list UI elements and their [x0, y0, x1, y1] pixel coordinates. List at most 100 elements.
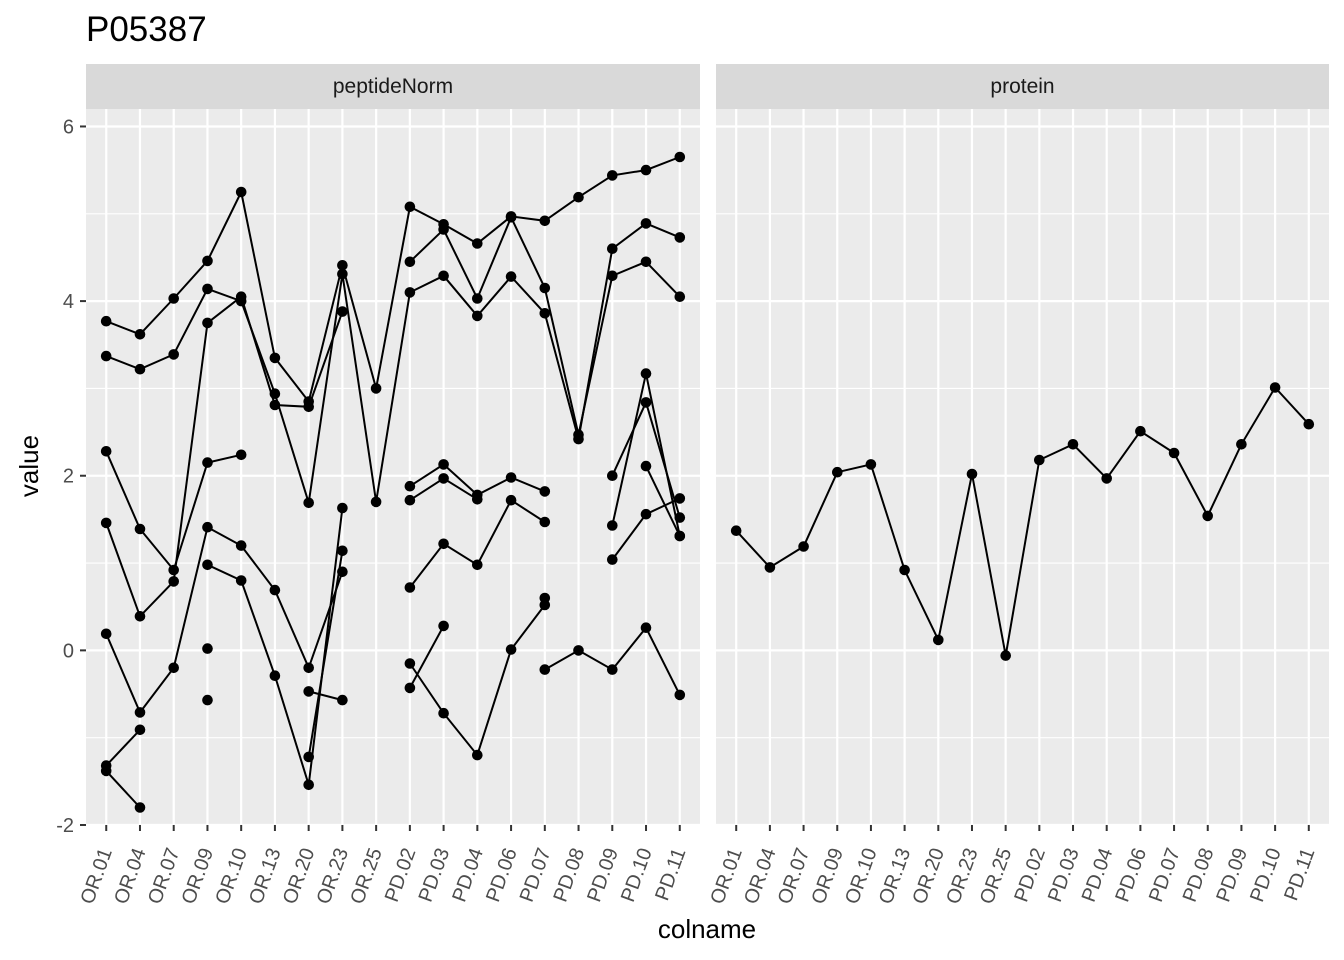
facet-strip: [716, 64, 1329, 109]
data-point: [640, 460, 652, 472]
data-point: [269, 584, 281, 596]
data-point: [134, 611, 146, 622]
data-point: [539, 516, 551, 528]
data-point: [472, 310, 483, 322]
data-point: [202, 521, 213, 533]
data-point: [202, 457, 213, 468]
series-line: [105, 295, 344, 619]
data-point: [235, 575, 247, 586]
data-point: [1303, 418, 1315, 430]
data-point: [472, 559, 483, 571]
data-point: [674, 232, 686, 243]
data-point: [640, 218, 652, 229]
series-line: [308, 690, 343, 702]
data-point: [640, 508, 652, 520]
data-point: [100, 765, 112, 777]
data-point: [202, 694, 213, 706]
data-point: [303, 497, 315, 509]
data-point: [472, 293, 483, 304]
data-point: [404, 201, 416, 213]
data-point: [269, 352, 281, 364]
data-point: [438, 459, 449, 470]
data-point: [303, 779, 315, 791]
y-tick-label: 4: [63, 291, 74, 313]
data-point: [438, 224, 449, 235]
data-point: [573, 645, 584, 656]
y-tick-label: 0: [63, 640, 74, 662]
data-point: [303, 662, 315, 674]
data-point: [337, 268, 348, 280]
data-point: [100, 628, 112, 640]
data-point: [370, 383, 382, 394]
data-point: [674, 151, 686, 163]
y-axis-title: value: [14, 435, 44, 497]
data-point: [640, 397, 652, 408]
panel-background: [86, 109, 700, 825]
data-point: [168, 349, 179, 360]
data-point: [472, 238, 483, 249]
data-point: [438, 270, 449, 282]
data-point: [539, 215, 551, 227]
data-point: [730, 525, 742, 536]
data-point: [505, 494, 517, 506]
data-point: [674, 530, 686, 542]
data-point: [438, 473, 449, 484]
data-point: [933, 634, 944, 646]
y-tick-label: 2: [63, 466, 74, 488]
data-point: [607, 270, 618, 282]
data-point: [472, 494, 483, 505]
data-point: [100, 517, 112, 529]
data-point: [472, 749, 483, 761]
data-point: [899, 564, 910, 576]
data-point: [235, 186, 247, 198]
facet-strip-label: protein: [990, 75, 1054, 98]
data-point: [337, 502, 348, 514]
data-point: [607, 554, 618, 565]
data-point: [573, 191, 584, 203]
data-point: [269, 670, 281, 681]
data-point: [404, 494, 416, 506]
data-point: [269, 399, 281, 411]
data-point: [100, 446, 112, 457]
data-point: [404, 682, 416, 694]
data-point: [607, 170, 618, 181]
data-point: [202, 283, 213, 295]
data-point: [438, 538, 449, 550]
data-point: [1269, 382, 1281, 393]
data-point: [798, 541, 809, 552]
data-point: [337, 694, 348, 706]
x-tick-label: PD.11: [1280, 845, 1319, 903]
data-point: [404, 582, 416, 593]
data-point: [640, 368, 652, 379]
data-point: [404, 658, 416, 669]
data-point: [505, 212, 517, 223]
plot-layer: peptideNormOR.01OR.04OR.07OR.09OR.10OR.1…: [56, 64, 1329, 907]
data-point: [134, 363, 146, 375]
series-line: [735, 385, 1310, 656]
data-point: [539, 592, 551, 604]
data-point: [303, 401, 315, 413]
data-point: [832, 466, 843, 478]
data-point: [134, 802, 146, 813]
data-point: [202, 559, 213, 571]
data-point: [337, 306, 348, 317]
data-point: [607, 470, 618, 482]
data-point: [505, 472, 517, 483]
data-point: [202, 255, 213, 267]
data-point: [202, 317, 213, 329]
data-point: [370, 496, 382, 508]
data-point: [607, 520, 618, 531]
data-point: [1236, 439, 1247, 450]
series-line: [105, 156, 681, 404]
data-point: [1101, 473, 1112, 484]
data-point: [168, 662, 179, 674]
series-line: [409, 625, 445, 689]
data-point: [404, 287, 416, 298]
y-tick-label: -2: [56, 815, 74, 837]
data-point: [235, 540, 247, 551]
x-axis-title: colname: [658, 914, 756, 944]
data-point: [674, 493, 686, 504]
data-point: [966, 468, 978, 480]
data-point: [539, 308, 551, 319]
data-point: [134, 707, 146, 718]
